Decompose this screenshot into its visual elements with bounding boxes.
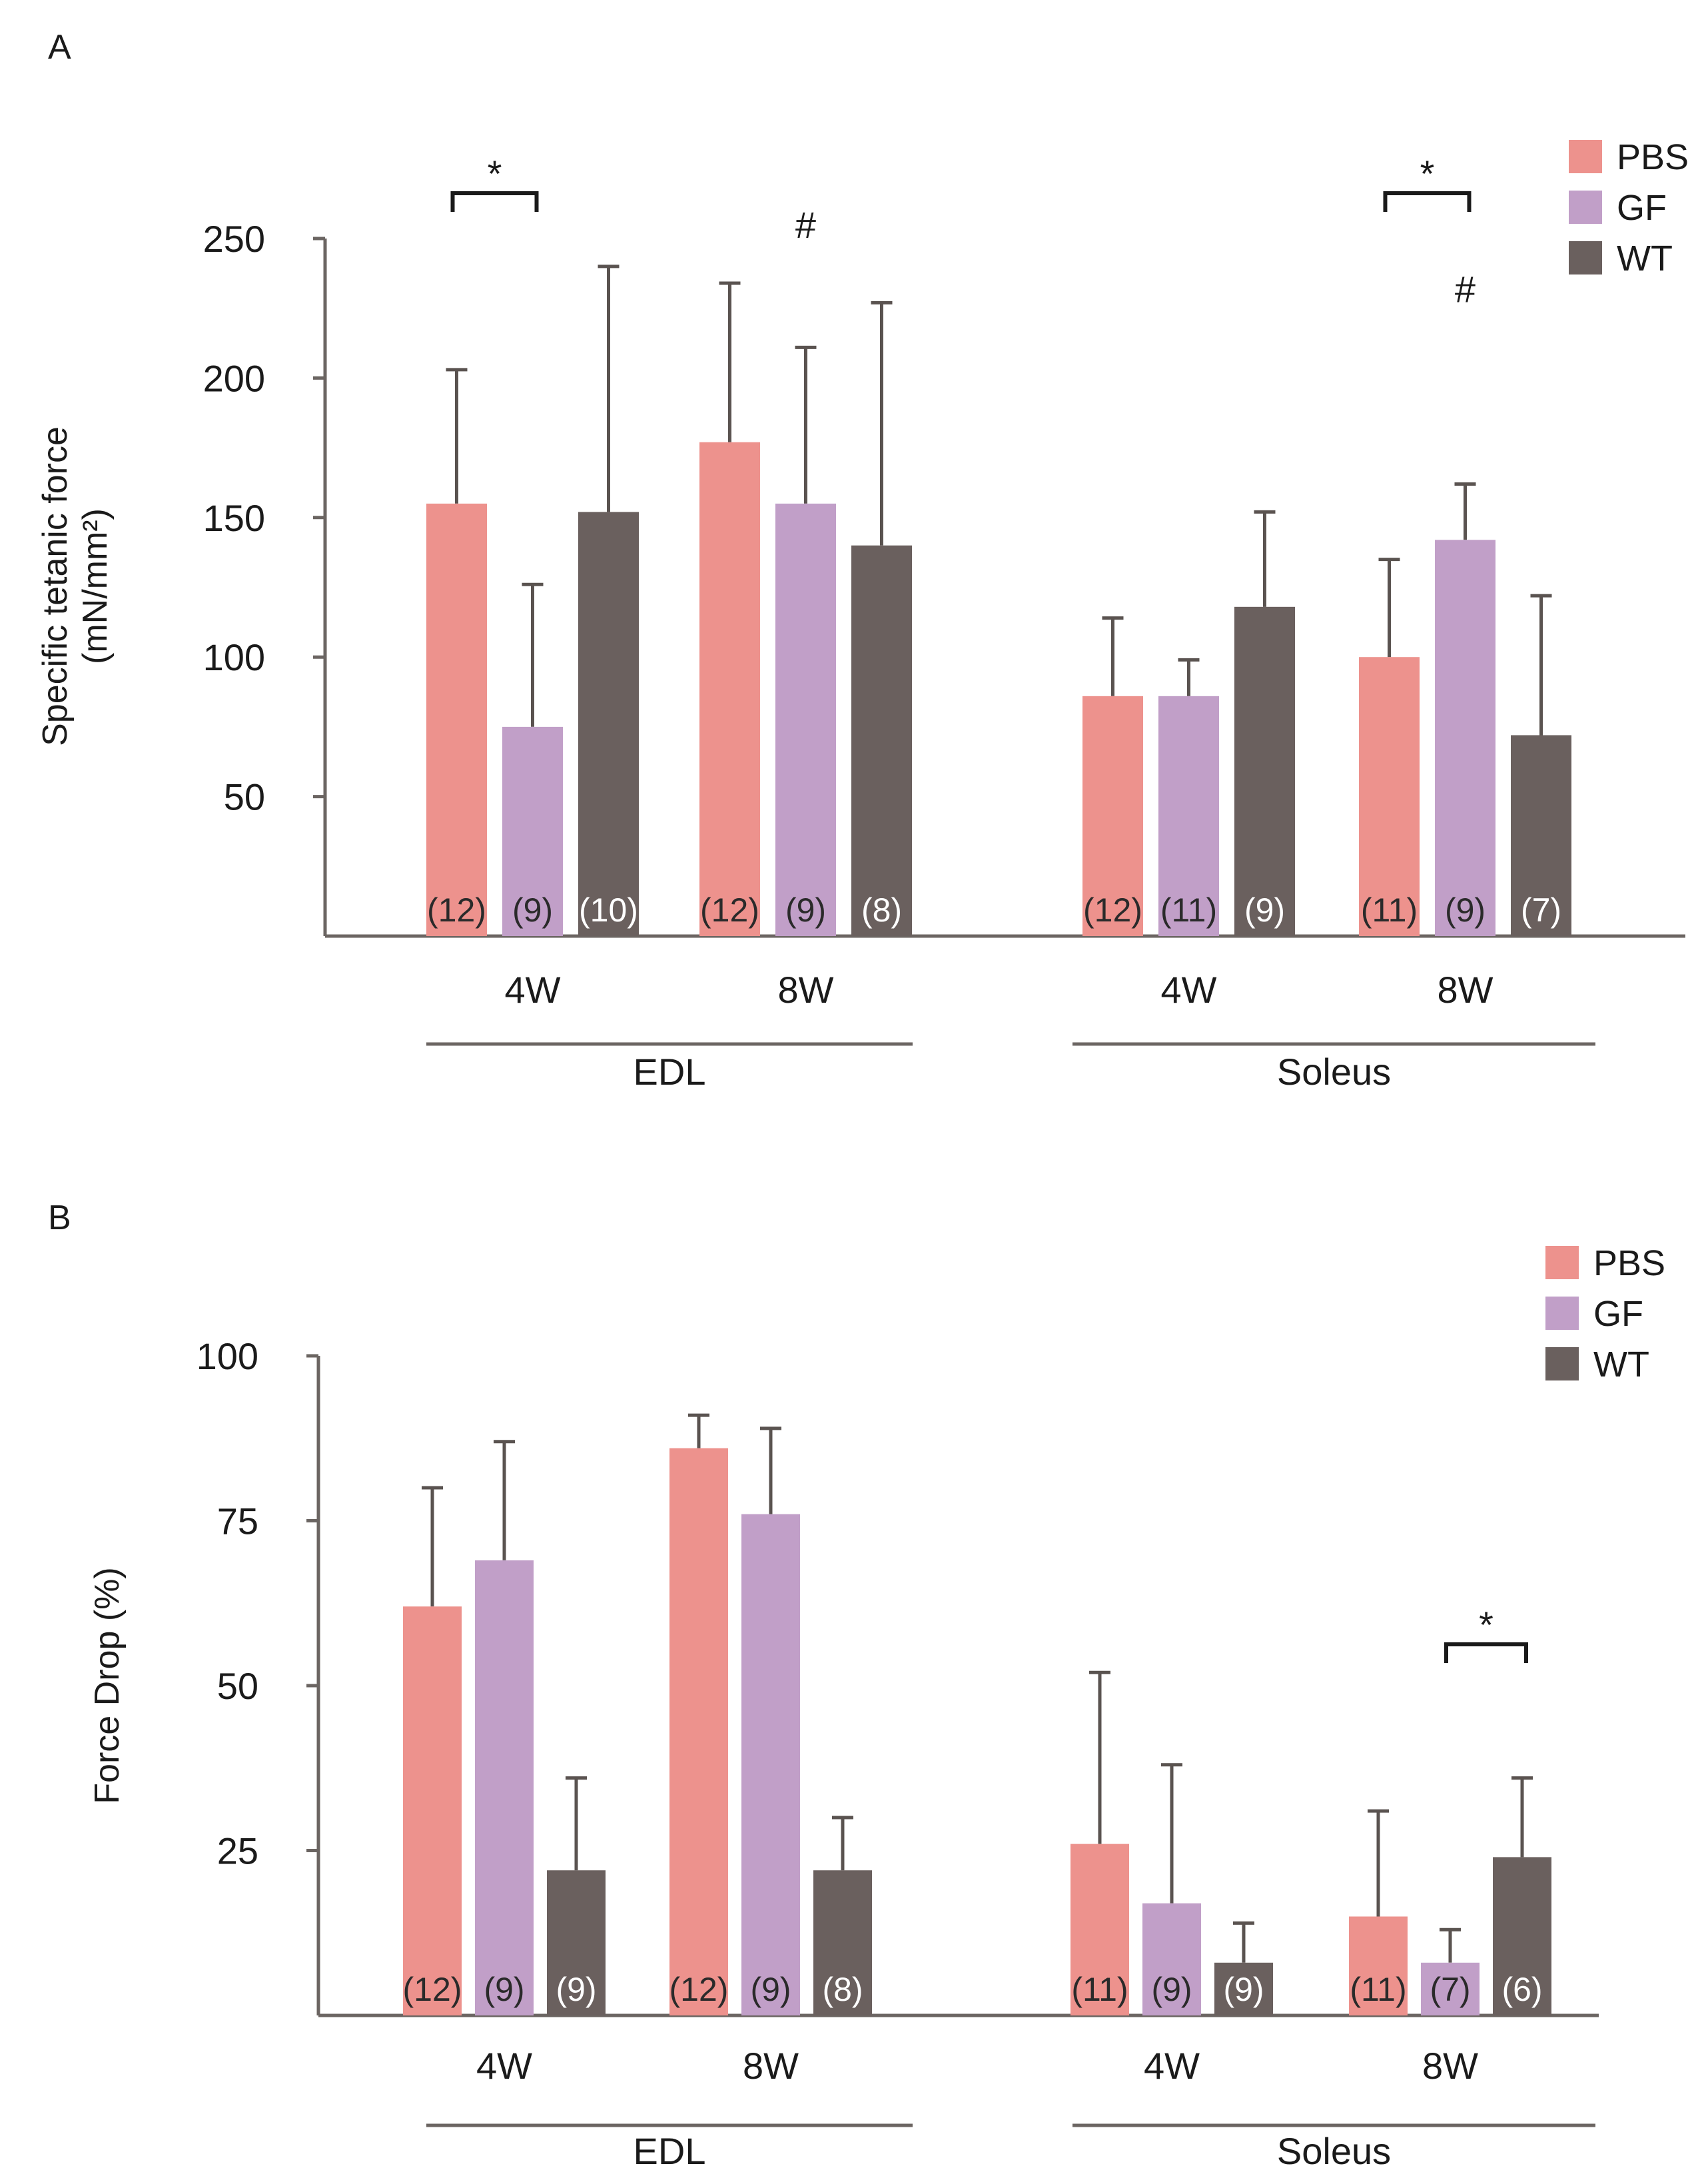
sample-size-label: (12) xyxy=(700,891,759,929)
sample-size-label: (7) xyxy=(1521,891,1561,929)
sample-size-label: (9) xyxy=(484,1971,524,2008)
bar-gf xyxy=(775,503,836,936)
bar-wt xyxy=(578,512,639,936)
legend-label: WT xyxy=(1593,1345,1649,1384)
bar-gf xyxy=(1142,1903,1201,2015)
legend-swatch-wt xyxy=(1545,1347,1579,1380)
sample-size-label: (6) xyxy=(1501,1971,1542,2008)
sample-size-label: (12) xyxy=(1083,891,1142,929)
sample-size-label: (11) xyxy=(1350,1971,1406,2008)
bar-gf xyxy=(475,1560,534,2015)
bar-gf xyxy=(1421,1962,1480,2015)
sample-size-label: (12) xyxy=(669,1971,729,2008)
sample-size-label: (9) xyxy=(556,1971,596,2008)
sample-size-label: (9) xyxy=(512,891,553,929)
y-tick-label: 100 xyxy=(203,636,265,678)
sample-size-label: (12) xyxy=(403,1971,462,2008)
legend-swatch-pbs xyxy=(1545,1246,1579,1279)
bar-pbs xyxy=(426,503,487,936)
bar-wt xyxy=(1234,606,1295,936)
bar-gf xyxy=(741,1514,800,2015)
bar-gf xyxy=(1435,540,1495,936)
y-tick-label: 100 xyxy=(197,1335,258,1377)
y-tick-label: 50 xyxy=(217,1665,258,1707)
timepoint-label: 4W xyxy=(1144,2045,1200,2087)
tissue-label: Soleus xyxy=(1277,1051,1391,1093)
timepoint-label: 8W xyxy=(778,969,834,1011)
sample-size-label: (9) xyxy=(1445,891,1486,929)
bar-gf xyxy=(1158,696,1219,936)
significance-star: * xyxy=(1479,1604,1493,1646)
timepoint-label: 8W xyxy=(743,2045,799,2087)
bar-pbs xyxy=(1349,1916,1408,2015)
significance-bracket xyxy=(1383,191,1472,212)
tissue-label: EDL xyxy=(634,1051,706,1093)
y-tick-label: 50 xyxy=(224,776,265,818)
bar-pbs xyxy=(1359,657,1420,936)
y-tick-label: 150 xyxy=(203,497,265,539)
bar-pbs xyxy=(669,1448,728,2015)
sample-size-label: (11) xyxy=(1361,891,1418,929)
legend-label: PBS xyxy=(1617,137,1689,177)
sample-size-label: (12) xyxy=(427,891,486,929)
sample-size-label: (9) xyxy=(785,891,826,929)
sample-size-label: (11) xyxy=(1071,1971,1128,2008)
significance-bracket xyxy=(450,191,539,212)
significance-hash: # xyxy=(795,204,816,246)
tissue-label: Soleus xyxy=(1277,2130,1391,2172)
bar-wt xyxy=(851,545,912,936)
legend-label: WT xyxy=(1617,239,1673,278)
y-tick-label: 25 xyxy=(217,1830,258,1872)
sample-size-label: (11) xyxy=(1160,891,1217,929)
bar-pbs xyxy=(699,442,760,936)
significance-star: * xyxy=(488,153,502,195)
bar-gf xyxy=(502,726,563,936)
y-tick-label: 200 xyxy=(203,357,265,399)
sample-size-label: (9) xyxy=(750,1971,791,2008)
legend-swatch-gf xyxy=(1545,1297,1579,1330)
legend-swatch-gf xyxy=(1569,191,1602,224)
panel-a-chart: A Specific tetanic force (mN/mm²) 50 100 150 2… xyxy=(36,28,1689,1093)
legend-swatch-pbs xyxy=(1569,140,1602,173)
panel-label: A xyxy=(48,28,71,67)
y-axis-title: Specific tetanic force xyxy=(36,426,75,746)
sample-size-label: (10) xyxy=(579,891,638,929)
timepoint-label: 4W xyxy=(476,2045,532,2087)
y-axis-title: Force Drop (%) xyxy=(88,1567,127,1804)
sample-size-label: (8) xyxy=(861,891,902,929)
sample-size-label: (9) xyxy=(1223,1971,1264,2008)
bar-pbs xyxy=(1082,696,1143,936)
timepoint-label: 4W xyxy=(505,969,561,1011)
tissue-label: EDL xyxy=(634,2130,706,2172)
legend-swatch-wt xyxy=(1569,241,1602,274)
significance-bracket xyxy=(1444,1642,1528,1663)
y-tick-label: 75 xyxy=(217,1500,258,1542)
significance-hash: # xyxy=(1455,268,1476,310)
bar-pbs xyxy=(403,1606,462,2015)
bar-pbs xyxy=(1070,1844,1129,2015)
legend-label: GF xyxy=(1617,188,1667,228)
panel-b-chart: B Force Drop (%) 25 50 75 100 (12) (9) (9) 4W (12)… xyxy=(48,1199,1665,2172)
significance-star: * xyxy=(1420,153,1435,195)
timepoint-label: 8W xyxy=(1438,969,1493,1011)
sample-size-label: (8) xyxy=(822,1971,863,2008)
bar-wt xyxy=(813,1870,872,2015)
timepoint-label: 8W xyxy=(1422,2045,1478,2087)
bar-wt xyxy=(1493,1857,1551,2015)
y-axis-unit: (mN/mm²) xyxy=(76,508,115,664)
timepoint-label: 4W xyxy=(1161,969,1217,1011)
sample-size-label: (9) xyxy=(1151,1971,1192,2008)
legend-label: GF xyxy=(1593,1294,1643,1334)
sample-size-label: (7) xyxy=(1430,1971,1470,2008)
sample-size-label: (9) xyxy=(1244,891,1285,929)
y-tick-label: 250 xyxy=(203,218,265,260)
bar-wt xyxy=(547,1870,606,2015)
bar-wt xyxy=(1511,735,1571,936)
legend-label: PBS xyxy=(1593,1243,1665,1283)
panel-label: B xyxy=(48,1199,71,1237)
bar-wt xyxy=(1214,1962,1273,2015)
